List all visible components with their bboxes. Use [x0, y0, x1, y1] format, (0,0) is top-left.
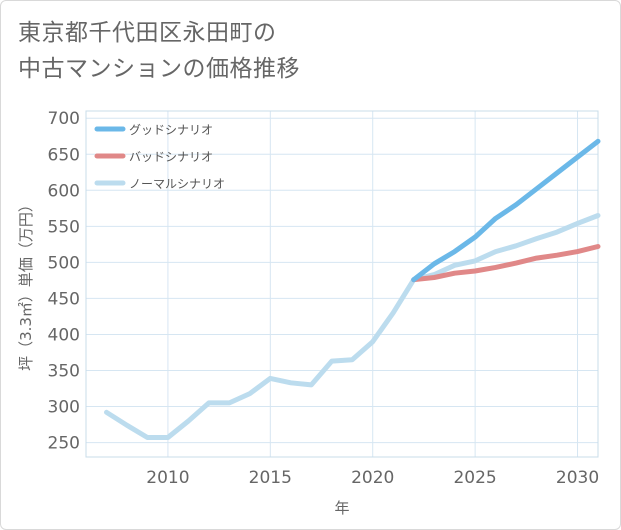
axes: 250 300 350 400 450 500 550 600 650 700 2010 2015 20… — [48, 109, 600, 488]
series-line-0 — [411, 138, 601, 283]
plot-frame — [85, 110, 599, 458]
series-line-1 — [411, 244, 601, 283]
y-tick-label: 400 — [48, 325, 80, 345]
y-tick-label: 450 — [48, 289, 80, 309]
y-tick-label: 250 — [48, 434, 80, 454]
y-tick-label: 300 — [48, 398, 80, 418]
x-tick-label: 2025 — [453, 468, 496, 488]
legend-label-1: バッドシナリオ — [129, 150, 213, 164]
y-tick-label: 550 — [48, 217, 80, 237]
y-tick-label: 500 — [48, 253, 80, 273]
y-tick-label: 350 — [48, 362, 80, 382]
chart-title-line-2: 中古マンションの価格推移 — [18, 56, 300, 82]
y-axis-title: 坪（3.3㎡）単価（万円） — [17, 197, 35, 371]
y-tick-label: 650 — [48, 145, 80, 165]
x-tick-label: 2030 — [556, 468, 599, 488]
x-tick-label: 2020 — [351, 468, 394, 488]
x-tick-label: 2010 — [146, 468, 189, 488]
x-tick-label: 2015 — [249, 468, 292, 488]
series-line-2 — [104, 213, 601, 440]
legend-label-2: ノーマルシナリオ — [129, 177, 225, 191]
y-tick-label: 600 — [48, 181, 80, 201]
y-tick-label: 700 — [48, 109, 80, 129]
grid — [86, 111, 598, 457]
x-axis-title: 年 — [334, 499, 349, 517]
legend-label-0: グッドシナリオ — [129, 123, 213, 137]
series-lines — [104, 138, 601, 440]
chart-title-line-1: 東京都千代田区永田町の — [18, 20, 277, 46]
chart-title: 東京都千代田区永田町の 中古マンションの価格推移 — [18, 15, 300, 87]
